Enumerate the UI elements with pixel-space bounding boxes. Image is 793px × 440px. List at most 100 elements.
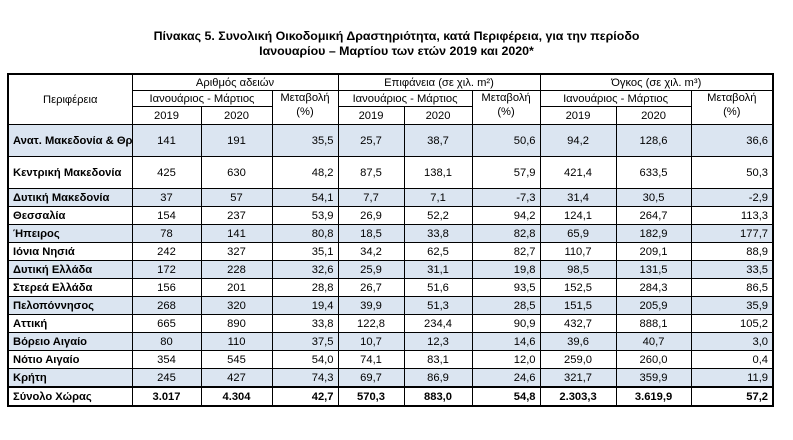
cell-permits-2019: 78 xyxy=(131,224,202,243)
cell-permits-2019: 80 xyxy=(131,332,202,351)
header-year-2020: 2020 xyxy=(615,106,692,125)
table-row: Στερεά Ελλάδα 156 201 28,8 26,7 51,6 93,5 152,5… xyxy=(7,278,774,297)
cell-volume-2020: 888,1 xyxy=(615,314,692,333)
cell-area-2019: 25,7 xyxy=(337,124,405,157)
table-row: Κρήτη 245 427 74,3 69,7 86,9 24,6 321,7 359,9 11,… xyxy=(7,368,774,388)
cell-area-change: 90,9 xyxy=(471,314,541,333)
cell-area-2019: 69,7 xyxy=(337,368,405,388)
region-name: Κρήτη xyxy=(7,368,133,388)
cell-permits-2019: 154 xyxy=(131,206,202,225)
region-name: Αττική xyxy=(7,314,133,333)
cell-area-change: 28,5 xyxy=(471,296,541,315)
cell-permits-2020: 237 xyxy=(200,206,273,225)
cell-permits-change: 37,5 xyxy=(271,332,339,351)
table-row: Θεσσαλία 154 237 53,9 26,9 52,2 94,2 124,1 264,7… xyxy=(7,206,774,225)
cell-volume-2020: 131,5 xyxy=(615,260,692,279)
cell-area-2020: 883,0 xyxy=(403,386,473,407)
cell-permits-2019: 245 xyxy=(131,368,202,388)
cell-volume-2019: 31,4 xyxy=(539,188,617,207)
cell-volume-change: 177,7 xyxy=(690,224,774,243)
cell-permits-2020: 141 xyxy=(200,224,273,243)
cell-area-2019: 26,7 xyxy=(337,278,405,297)
cell-permits-change: 48,2 xyxy=(271,156,339,189)
header-period: Ιανουάριος - Μάρτιος xyxy=(539,90,692,107)
header-permits: Αριθμός αδειών xyxy=(131,73,339,91)
header-period: Ιανουάριος - Μάρτιος xyxy=(131,90,273,107)
cell-volume-2019: 151,5 xyxy=(539,296,617,315)
cell-area-2019: 18,5 xyxy=(337,224,405,243)
cell-area-2020: 62,5 xyxy=(403,242,473,261)
cell-area-2019: 87,5 xyxy=(337,156,405,189)
header-year-2019: 2019 xyxy=(337,106,405,125)
cell-volume-change: 0,4 xyxy=(690,350,774,369)
region-name: Ήπειρος xyxy=(7,224,133,243)
cell-permits-2019: 3.017 xyxy=(131,386,202,407)
cell-volume-change: 50,3 xyxy=(690,156,774,189)
cell-volume-2020: 40,7 xyxy=(615,332,692,351)
cell-area-2020: 51,6 xyxy=(403,278,473,297)
cell-area-change: 19,8 xyxy=(471,260,541,279)
cell-area-change: 12,0 xyxy=(471,350,541,369)
cell-volume-change: 11,9 xyxy=(690,368,774,388)
cell-permits-change: 28,8 xyxy=(271,278,339,297)
table-row: Αττική 665 890 33,8 122,8 234,4 90,9 432,7 888,1… xyxy=(7,314,774,333)
region-name: Σύνολο Χώρας xyxy=(7,386,133,407)
cell-area-change: 14,6 xyxy=(471,332,541,351)
cell-permits-change: 74,3 xyxy=(271,368,339,388)
cell-area-change: 54,8 xyxy=(471,386,541,407)
cell-area-2019: 26,9 xyxy=(337,206,405,225)
cell-volume-2020: 260,0 xyxy=(615,350,692,369)
cell-permits-change: 53,9 xyxy=(271,206,339,225)
cell-permits-change: 33,8 xyxy=(271,314,339,333)
cell-volume-2019: 432,7 xyxy=(539,314,617,333)
region-name: Πελοπόννησος xyxy=(7,296,133,315)
cell-permits-2020: 228 xyxy=(200,260,273,279)
cell-volume-2019: 321,7 xyxy=(539,368,617,388)
building-activity-table: Περιφέρεια Αριθμός αδειών Επιφάνεια (σε … xyxy=(7,73,775,407)
cell-area-2020: 51,3 xyxy=(403,296,473,315)
cell-volume-2019: 94,2 xyxy=(539,124,617,157)
cell-permits-change: 19,4 xyxy=(271,296,339,315)
region-name: Νότιο Αιγαίο xyxy=(7,350,133,369)
cell-area-change: 50,6 xyxy=(471,124,541,157)
header-year-2020: 2020 xyxy=(200,106,273,125)
cell-permits-change: 35,5 xyxy=(271,124,339,157)
region-name: Ανατ. Μακεδονία & Θράκη xyxy=(7,124,133,157)
table-title-line2: Ιανουαρίου – Μαρτίου των ετών 2019 και 2… xyxy=(259,44,534,58)
cell-permits-2020: 4.304 xyxy=(200,386,273,407)
cell-permits-change: 54,1 xyxy=(271,188,339,207)
cell-volume-change: 3,0 xyxy=(690,332,774,351)
table-row: Ήπειρος 78 141 80,8 18,5 33,8 82,8 65,9 182,9 177… xyxy=(7,224,774,243)
cell-area-change: 57,9 xyxy=(471,156,541,189)
cell-area-2019: 7,7 xyxy=(337,188,405,207)
cell-area-2020: 7,1 xyxy=(403,188,473,207)
cell-permits-2020: 57 xyxy=(200,188,273,207)
cell-permits-2019: 172 xyxy=(131,260,202,279)
cell-volume-change: 105,2 xyxy=(690,314,774,333)
cell-volume-change: 36,6 xyxy=(690,124,774,157)
cell-volume-2020: 182,9 xyxy=(615,224,692,243)
table-row: Δυτική Ελλάδα 172 228 32,6 25,9 31,1 19,8 98,5 1… xyxy=(7,260,774,279)
table-title-line1: Πίνακας 5. Συνολική Οικοδομική Δραστηριό… xyxy=(153,29,640,43)
cell-area-2020: 138,1 xyxy=(403,156,473,189)
region-name: Δυτική Ελλάδα xyxy=(7,260,133,279)
total-row: Σύνολο Χώρας 3.017 4.304 42,7 570,3 883,0 54,8… xyxy=(7,386,774,407)
cell-permits-2020: 327 xyxy=(200,242,273,261)
cell-permits-change: 35,1 xyxy=(271,242,339,261)
cell-area-2020: 52,2 xyxy=(403,206,473,225)
header-area: Επιφάνεια (σε χιλ. m²) xyxy=(337,73,541,91)
cell-permits-change: 32,6 xyxy=(271,260,339,279)
cell-volume-2019: 98,5 xyxy=(539,260,617,279)
table-row: Βόρειο Αιγαίο 80 110 37,5 10,7 12,3 14,6 39,6 40… xyxy=(7,332,774,351)
table-row: Ιόνια Νησιά 242 327 35,1 34,2 62,5 82,7 110,7 20… xyxy=(7,242,774,261)
table-row: Νότιο Αιγαίο 354 545 54,0 74,1 83,1 12,0 259,0 2… xyxy=(7,350,774,369)
cell-area-change: 82,7 xyxy=(471,242,541,261)
table-row: Ανατ. Μακεδονία & Θράκη14119135,525,738,… xyxy=(7,124,774,157)
cell-permits-2020: 320 xyxy=(200,296,273,315)
table-row: Κεντρική Μακεδονία 425 630 48,2 87,5 138,1 57,… xyxy=(7,156,774,189)
header-year-2019: 2019 xyxy=(539,106,617,125)
cell-volume-change: 35,9 xyxy=(690,296,774,315)
header-region: Περιφέρεια xyxy=(7,73,133,125)
cell-volume-2019: 39,6 xyxy=(539,332,617,351)
cell-area-2020: 12,3 xyxy=(403,332,473,351)
